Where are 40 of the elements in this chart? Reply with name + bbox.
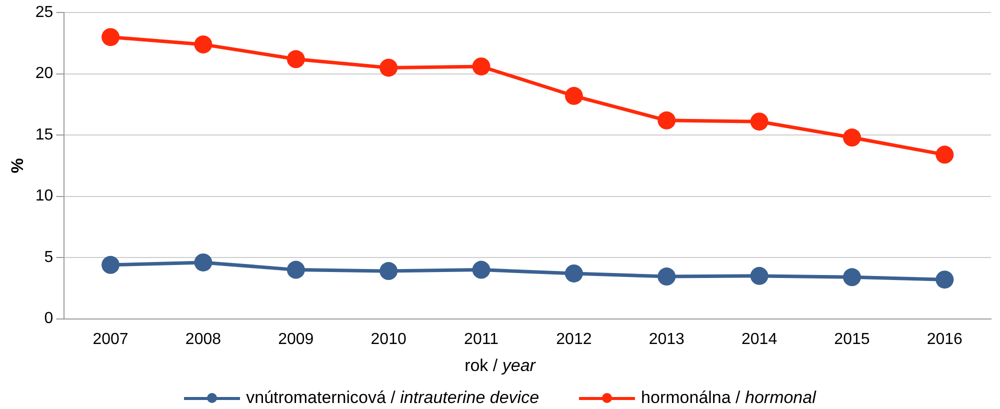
point	[102, 28, 120, 46]
y-tick-label: 15	[35, 126, 54, 144]
point	[750, 112, 768, 131]
point	[750, 266, 768, 285]
point	[102, 256, 120, 274]
x-tick-label: 2010	[370, 330, 406, 348]
point	[842, 268, 861, 286]
x-tick-label: 2013	[648, 330, 685, 348]
point	[472, 57, 490, 76]
legend-label: vnútromaternicová / intrauterine device	[246, 388, 540, 408]
x-tick-label: 2012	[556, 330, 592, 348]
y-tick-label: 10	[35, 188, 54, 205]
point	[194, 35, 212, 54]
y-tick-label: 25	[35, 4, 54, 22]
point	[286, 50, 305, 68]
point	[658, 111, 676, 130]
y-tick-label: 20	[35, 65, 54, 82]
x-tick-label: 2011	[464, 330, 499, 348]
point	[842, 128, 861, 147]
x-tick-label: 2016	[926, 330, 963, 348]
x-tick-label: 2008	[185, 330, 222, 348]
x-tick-label: 2009	[278, 330, 314, 348]
legend-label: hormonálna / hormonal	[641, 388, 816, 408]
point	[286, 260, 305, 279]
point	[564, 86, 583, 105]
point	[658, 268, 676, 286]
x-tick-label: 2007	[92, 330, 128, 348]
y-tick-label: 0	[44, 310, 54, 328]
point	[472, 260, 490, 279]
point	[936, 270, 954, 289]
y-tick-label: 5	[44, 248, 54, 266]
x-axis-title: rok / year	[464, 356, 537, 376]
point	[564, 264, 583, 282]
point	[380, 58, 398, 77]
point	[936, 146, 954, 164]
x-tick-label: 2015	[834, 330, 870, 348]
point	[194, 253, 212, 272]
point	[380, 262, 398, 280]
x-tick-label: 2014	[742, 330, 778, 348]
y-axis-title: %	[8, 158, 27, 174]
